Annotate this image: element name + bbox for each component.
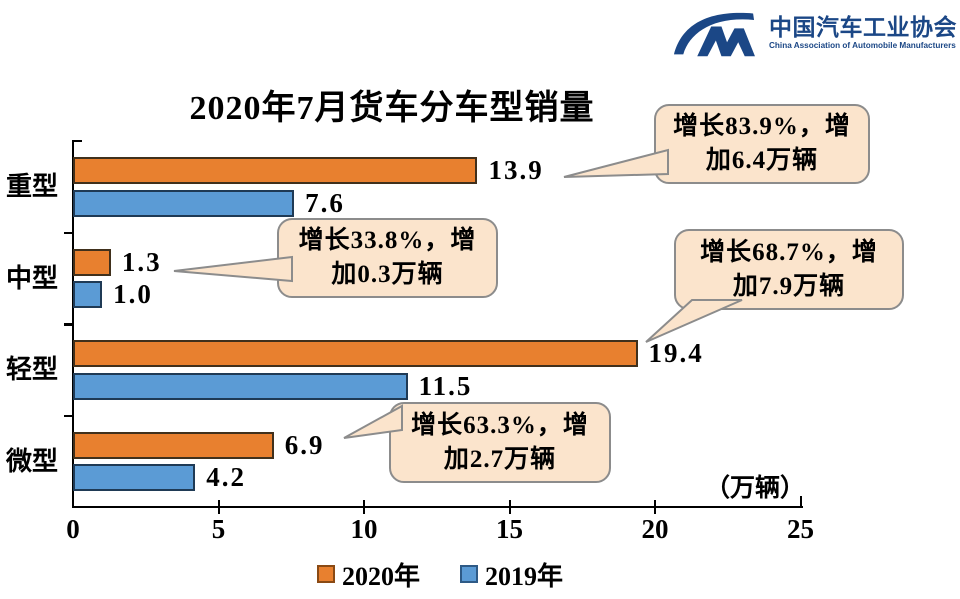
logo-org-name: 中国汽车工业协会 <box>769 14 957 40</box>
category-label-heavy: 重型 <box>6 172 59 201</box>
value-label-2019-medium: 1.0 <box>113 279 153 310</box>
x-tick-label-25: 25 <box>787 514 814 544</box>
x-axis-end-tick <box>799 496 802 506</box>
bar-2019-light <box>73 372 408 400</box>
bar-2019-heavy <box>73 189 295 217</box>
x-tick-label-0: 0 <box>66 514 80 544</box>
logo-org-subtitle: China Association of Automobile Manufact… <box>769 41 956 50</box>
legend: 2020年 2019年 <box>0 557 880 591</box>
legend-item-2019: 2019年 <box>460 556 563 593</box>
callout-micro-line-2: 加2.7万辆 <box>443 445 557 473</box>
callout-micro: 增长63.3%，增 加2.7万辆 <box>389 402 611 483</box>
callout-medium-line-2: 加0.3万辆 <box>331 261 444 288</box>
bar-2019-medium <box>73 281 103 309</box>
value-label-2019-light: 11.5 <box>418 370 473 401</box>
axis-unit-label: （万辆） <box>704 475 805 502</box>
callout-heavy: 增长83.9%，增 加6.4万辆 <box>654 104 870 184</box>
y-axis-tick-3 <box>64 414 73 418</box>
caam-logo-icon <box>673 12 755 57</box>
legend-label-2019: 2019年 <box>485 561 564 591</box>
y-axis-top-tick <box>73 139 82 142</box>
x-axis-tick-5 <box>217 500 220 514</box>
value-label-2020-light: 19.4 <box>648 338 704 369</box>
y-axis-tick-2 <box>64 323 73 326</box>
bar-2019-micro <box>73 464 196 492</box>
bar-2020-heavy <box>73 157 478 184</box>
legend-swatch-2019 <box>460 565 478 583</box>
category-label-light: 轻型 <box>6 355 59 385</box>
x-tick-label-5: 5 <box>211 514 226 544</box>
chart-title: 2020年7月货车分车型销量 <box>189 90 595 127</box>
callout-medium-line-1: 增长33.8%，增 <box>298 227 477 254</box>
caam-logo: 中国汽车工业协会 China Association of Automobile… <box>668 6 957 60</box>
callout-light-line-2: 加7.9万辆 <box>732 272 846 300</box>
category-label-medium: 中型 <box>6 263 59 293</box>
value-label-2019-micro: 4.2 <box>206 462 246 493</box>
x-axis-line <box>71 505 803 508</box>
legend-label-2020: 2020年 <box>341 561 420 591</box>
x-tick-label-15: 15 <box>496 514 523 544</box>
callout-micro-line-1: 增长63.3%，增 <box>411 411 589 439</box>
callout-medium: 增长33.8%，增 加0.3万辆 <box>277 218 498 298</box>
x-tick-label-10: 10 <box>350 514 378 544</box>
callout-light-line-1: 增长68.7%，增 <box>700 238 878 266</box>
bar-2020-micro <box>73 431 274 459</box>
x-tick-label-20: 20 <box>641 514 669 544</box>
bar-2020-medium <box>73 248 111 276</box>
callout-heavy-line-1: 增长83.9%，增 <box>673 113 851 140</box>
x-axis-tick-20 <box>654 500 656 514</box>
value-label-2020-heavy: 13.9 <box>488 155 544 185</box>
bar-2020-light <box>73 340 638 368</box>
callout-light: 增长68.7%，增 加7.9万辆 <box>674 229 904 310</box>
category-label-micro: 微型 <box>6 446 59 476</box>
x-axis-tick-10 <box>363 500 365 514</box>
x-axis-tick-15 <box>508 500 511 514</box>
callout-heavy-line-2: 加6.4万辆 <box>705 147 819 174</box>
y-axis-tick-1 <box>64 231 73 235</box>
value-label-2019-heavy: 7.6 <box>305 187 345 218</box>
value-label-2020-medium: 1.3 <box>121 246 162 277</box>
legend-item-2020: 2020年 <box>316 556 420 593</box>
value-label-2020-micro: 6.9 <box>284 429 325 460</box>
legend-swatch-2020 <box>316 565 335 583</box>
